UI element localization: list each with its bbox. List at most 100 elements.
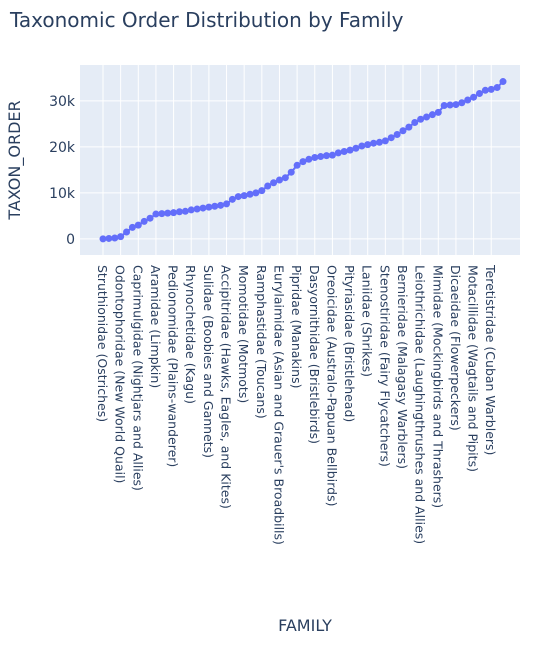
point [475,90,483,98]
point [328,151,336,159]
point [193,205,201,213]
point [175,208,183,216]
point [458,99,466,107]
point [264,182,272,190]
x-tick-label: Pipridae (Manakins) [289,265,304,388]
point [499,78,507,86]
point [417,115,425,123]
point [252,189,260,197]
point [446,101,454,109]
point [464,96,472,104]
point [293,161,301,169]
point [381,137,389,145]
x-tick-label: Mimidae (Mockingbirds and Thrashers) [430,265,445,508]
point [123,228,131,236]
point [158,210,166,218]
point [370,139,378,147]
y-tick-label: 30k [49,94,76,110]
point [223,200,231,208]
point [493,84,501,92]
point [317,153,325,161]
x-tick-label: Laniidae (Shrikes) [360,265,375,377]
point [217,201,225,209]
point [434,108,442,116]
point [423,113,431,121]
point [246,190,254,198]
x-tick-label: Aramidae (Limpkin) [148,265,163,388]
point [358,142,366,150]
point [311,153,319,161]
x-tick-label: Oreoicidae (Australo-Papuan Bellbirds) [324,265,339,506]
point [405,123,413,131]
point [128,223,136,231]
point [411,119,419,127]
point [199,204,207,212]
x-tick-label: Ramphastidae (Toucans) [254,265,269,419]
point [340,147,348,155]
x-tick-label: Rhynochetidae (Kagu) [183,265,198,404]
point [164,209,172,217]
x-axis-title: FAMILY [278,616,332,635]
point [258,187,266,195]
point [487,85,495,93]
point [181,207,189,215]
point [270,179,278,187]
x-tick-label: Stenostiridae (Fairy Flycatchers) [377,265,392,467]
point [299,158,307,166]
point [364,141,372,149]
x-tick-label: Motacillidae (Wagtails and Pipits) [466,265,481,472]
point [234,193,242,201]
point [387,134,395,142]
point [228,195,236,203]
point [140,217,148,225]
point [111,234,119,242]
point [211,202,219,210]
point [281,174,289,182]
x-tick-label: Dicaeidae (Flowerpeckers) [448,265,463,431]
x-tick-label: Leiothrichidae (Laughingthrushes and All… [413,265,428,544]
y-axis-title: TAXON_ORDER [5,100,25,220]
y-tick-label: 20k [49,140,76,156]
point [470,93,478,101]
point [393,130,401,138]
point [187,206,195,214]
point [152,210,160,218]
point [275,176,283,184]
x-tick-label: Odontophoridae (New World Quail) [113,265,128,483]
point [170,209,178,217]
point [134,221,142,229]
point [452,101,460,109]
point [205,203,213,211]
point [375,138,383,146]
x-tick-label: Sulidae (Boobies and Gannets) [201,265,216,458]
point [287,168,295,176]
point [117,233,125,241]
x-tick-label: Struthionidae (Ostriches) [95,265,110,422]
point [323,152,331,160]
x-tick-label: Teretistridae (Cuban Warblers) [483,264,498,455]
point [99,235,107,243]
x-tick-label: Pityriasidae (Bristlehead) [342,265,357,422]
point [305,155,313,163]
point [346,146,354,154]
point [440,101,448,109]
x-tick-label: Pedionomidae (Plains-wanderer) [166,265,181,467]
x-tick-label: Eurylaimidae (Asian and Grauer's Broadbi… [271,265,286,545]
x-tick-label: Caprimulgidae (Nightjars and Allies) [130,265,145,491]
x-tick-label: Accipitridae (Hawks, Eagles, and Kites) [219,265,234,509]
point [334,149,342,157]
point [481,86,489,94]
chart-title: Taxonomic Order Distribution by Family [9,8,404,32]
y-tick-label: 0 [66,232,75,248]
point [240,192,248,200]
y-tick-label: 10k [49,186,76,202]
point [105,234,113,242]
x-tick-label: Bernieridae (Malagasy Warblers) [395,265,410,469]
point [146,214,154,222]
point [428,111,436,119]
x-tick-label: Dasyornithidae (Bristlebirds) [307,265,322,444]
point [352,144,360,152]
x-tick-label: Momotidae (Motmots) [236,265,251,403]
point [399,127,407,135]
